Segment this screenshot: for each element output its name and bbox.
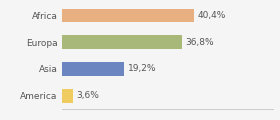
- Bar: [62, 89, 73, 103]
- Text: 3,6%: 3,6%: [77, 91, 99, 100]
- Bar: [62, 9, 194, 22]
- Bar: [62, 62, 124, 76]
- Bar: [62, 35, 182, 49]
- Text: 40,4%: 40,4%: [197, 11, 225, 20]
- Text: 19,2%: 19,2%: [128, 64, 156, 73]
- Text: 36,8%: 36,8%: [185, 38, 214, 47]
